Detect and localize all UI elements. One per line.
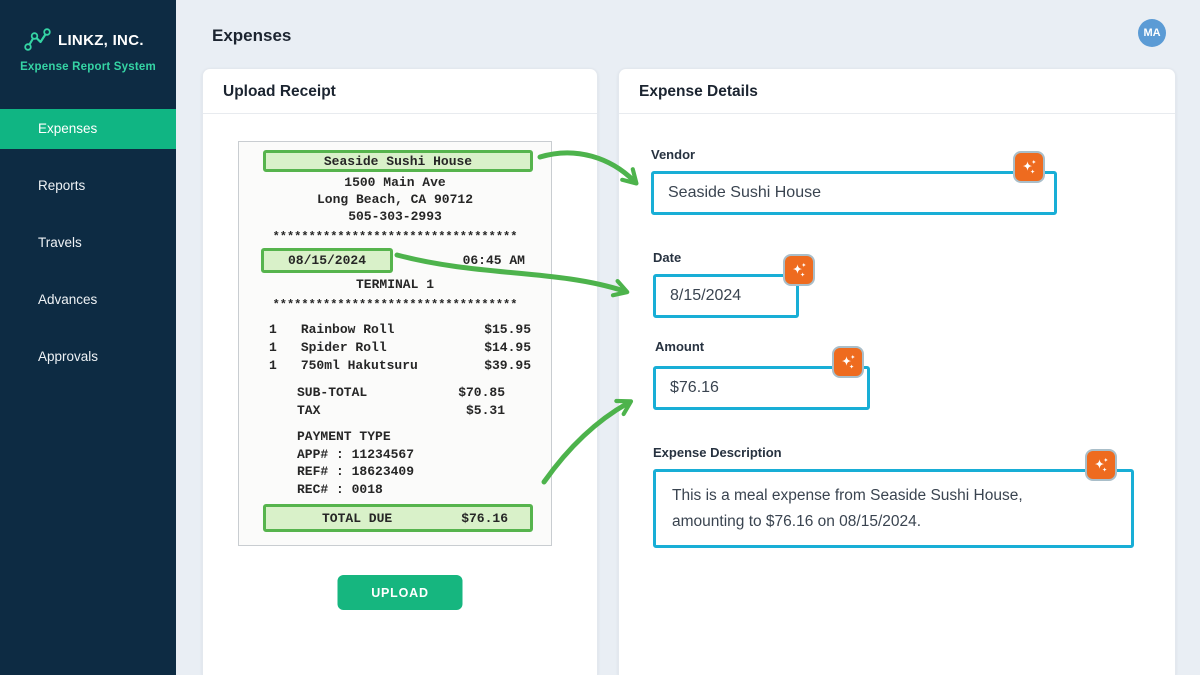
ai-sparkle-icon[interactable] bbox=[1085, 449, 1117, 481]
receipt-subtotal-row: SUB-TOTAL $70.85 bbox=[239, 384, 551, 402]
receipt-highlight-vendor: Seaside Sushi House bbox=[263, 150, 533, 172]
item-price: $15.95 bbox=[484, 322, 531, 337]
payment-ref-line: REF# : 18623409 bbox=[297, 464, 415, 479]
item-qty: 1 bbox=[269, 358, 277, 373]
sidebar-item-reports[interactable]: Reports bbox=[38, 178, 86, 193]
item-name: 750ml Hakutsuru bbox=[300, 358, 418, 373]
receipt-address-line2: Long Beach, CA 90712 bbox=[316, 192, 474, 207]
receipt-payment-block: PAYMENT TYPE APP# : 11234567 REF# : 1862… bbox=[239, 428, 551, 498]
date-input[interactable] bbox=[653, 274, 799, 318]
subtotal-value: $70.85 bbox=[458, 385, 505, 400]
receipt-item-row: 1 750ml Hakutsuru $39.95 bbox=[239, 357, 551, 375]
sidebar: LINKZ, INC. Expense Report System Expens… bbox=[0, 0, 176, 675]
company-name: LINKZ, INC. bbox=[58, 31, 144, 49]
ai-sparkle-icon[interactable] bbox=[783, 254, 815, 286]
total-due-value: $76.16 bbox=[461, 510, 508, 526]
receipt-item-row: 1 Rainbow Roll $15.95 bbox=[239, 321, 551, 339]
receipt-image: Seaside Sushi House 1500 Main Ave Long B… bbox=[238, 141, 552, 546]
sidebar-nav: Expenses Reports Travels Advances Approv… bbox=[0, 109, 176, 377]
vendor-input[interactable] bbox=[651, 171, 1057, 215]
receipt-items: 1 Rainbow Roll $15.95 1 Spider Roll $14.… bbox=[239, 321, 551, 375]
upload-card-title: Upload Receipt bbox=[203, 69, 597, 114]
receipt-highlight-total: TOTAL DUE $76.16 bbox=[263, 504, 533, 532]
tax-value: $5.31 bbox=[465, 402, 505, 418]
receipt-phone: 505-303-2993 bbox=[348, 209, 442, 224]
vendor-label: Vendor bbox=[651, 147, 696, 162]
item-name: Rainbow Roll bbox=[300, 322, 395, 337]
description-label: Expense Description bbox=[653, 445, 782, 460]
receipt-terminal: TERMINAL 1 bbox=[355, 277, 434, 292]
receipt-totals: SUB-TOTAL $70.85 TAX $5.31 bbox=[239, 384, 551, 419]
upload-button[interactable]: UPLOAD bbox=[337, 575, 463, 610]
ai-sparkle-icon[interactable] bbox=[832, 346, 864, 378]
item-price: $14.95 bbox=[484, 340, 531, 355]
item-qty: 1 bbox=[269, 340, 277, 355]
sidebar-item-advances[interactable]: Advances bbox=[38, 292, 98, 307]
ai-sparkle-icon[interactable] bbox=[1013, 151, 1045, 183]
receipt-tax-row: TAX $5.31 bbox=[239, 402, 551, 420]
amount-label: Amount bbox=[655, 339, 705, 354]
payment-type-label: PAYMENT TYPE bbox=[297, 429, 391, 444]
page-title: Expenses bbox=[212, 26, 292, 45]
tax-label: TAX bbox=[297, 402, 321, 418]
sidebar-item-travels[interactable]: Travels bbox=[38, 235, 82, 250]
item-qty: 1 bbox=[269, 322, 277, 337]
item-name: Spider Roll bbox=[300, 340, 387, 355]
sidebar-item-approvals[interactable]: Approvals bbox=[38, 349, 99, 364]
subtotal-label: SUB-TOTAL bbox=[297, 385, 368, 400]
description-line2: amounting to $76.16 on 08/15/2024. bbox=[672, 513, 922, 530]
receipt-store-name: Seaside Sushi House bbox=[323, 153, 473, 169]
receipt-address-line1: 1500 Main Ave bbox=[344, 175, 446, 190]
upload-receipt-card: Upload Receipt Seaside Sushi House 1500 … bbox=[202, 68, 598, 675]
item-price: $39.95 bbox=[484, 358, 531, 373]
receipt-separator: ********************************** bbox=[272, 298, 518, 312]
receipt-highlight-date: 08/15/2024 bbox=[261, 248, 393, 273]
details-card-title: Expense Details bbox=[619, 69, 1175, 114]
description-line1: This is a meal expense from Seaside Sush… bbox=[672, 487, 1023, 504]
expense-details-card: Expense Details Vendor Date Amount bbox=[618, 68, 1176, 675]
receipt-item-row: 1 Spider Roll $14.95 bbox=[239, 339, 551, 357]
app-subtitle: Expense Report System bbox=[20, 61, 156, 73]
date-label: Date bbox=[653, 250, 682, 265]
payment-app-line: APP# : 11234567 bbox=[297, 446, 415, 462]
receipt-date-row: 08/15/2024 06:45 AM bbox=[239, 248, 551, 273]
linkz-logo-icon bbox=[24, 28, 51, 51]
receipt-separator: ********************************** bbox=[272, 230, 518, 244]
user-avatar[interactable]: MA bbox=[1138, 19, 1166, 47]
description-textarea[interactable]: This is a meal expense from Seaside Sush… bbox=[653, 469, 1134, 548]
logo: LINKZ, INC. bbox=[0, 0, 176, 52]
receipt-date: 08/15/2024 bbox=[287, 253, 366, 268]
sidebar-item-expenses[interactable]: Expenses bbox=[0, 109, 176, 149]
payment-rec-line: REC# : 0018 bbox=[297, 481, 383, 497]
receipt-time: 06:45 AM bbox=[462, 253, 525, 268]
total-due-label: TOTAL DUE bbox=[322, 510, 393, 526]
